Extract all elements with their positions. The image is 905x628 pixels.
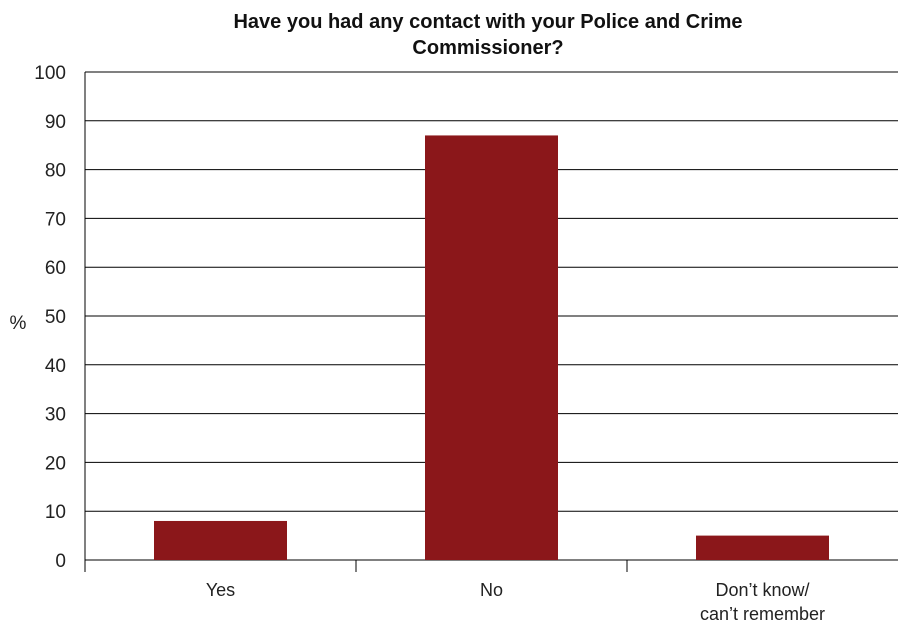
x-category-label: No	[480, 580, 503, 600]
y-tick-label: 70	[45, 209, 66, 230]
y-tick-label: 10	[45, 502, 66, 523]
y-tick-label: 100	[34, 63, 66, 84]
y-tick-label: 20	[45, 453, 66, 474]
x-category-label: Don’t know/	[715, 580, 809, 600]
y-tick-label: 60	[45, 258, 66, 279]
y-axis-label: %	[10, 313, 27, 334]
chart-title-line-2: Commissioner?	[412, 37, 563, 59]
y-tick-label: 90	[45, 112, 66, 133]
plot-area: 0 10 20 30 40 50 60 70 80 90 100 Yes No Don’t know/ca…	[34, 63, 898, 624]
y-tick-label: 40	[45, 356, 66, 377]
x-category-label: Yes	[206, 580, 235, 600]
bar-2	[696, 535, 829, 560]
y-tick-label: 50	[45, 307, 66, 328]
bar-1	[425, 135, 558, 560]
y-tick-label: 0	[55, 551, 66, 572]
chart-title-line-1: Have you had any contact with your Polic…	[233, 11, 742, 33]
y-tick-label: 80	[45, 161, 66, 182]
y-tick-label: 30	[45, 405, 66, 426]
x-category-label: can’t remember	[700, 604, 825, 624]
bar-0	[154, 520, 287, 560]
